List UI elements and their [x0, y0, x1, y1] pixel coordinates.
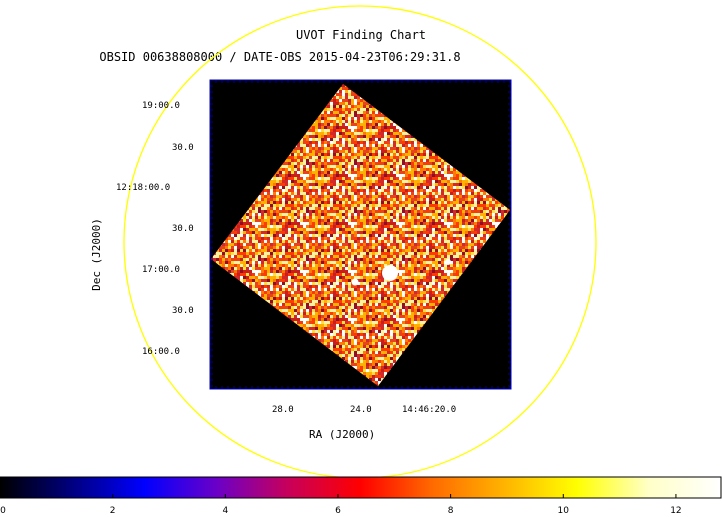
dec-tick: 30.0 [172, 306, 194, 316]
bright-source [382, 265, 398, 281]
ra-tick: 28.0 [272, 405, 294, 415]
frame-ticks [209, 79, 511, 389]
colorbar-tick-label: 8 [447, 506, 454, 516]
dec-tick: 12:18:00.0 [116, 183, 171, 193]
colorbar-tick-label: 12 [670, 506, 682, 516]
colorbar-tick-label: 10 [557, 506, 570, 516]
x-axis-label: RA (J2000) [309, 428, 376, 441]
dec-tick: 17:00.0 [142, 265, 180, 275]
colorbar-tick-label: 2 [109, 506, 116, 516]
bright-source-secondary [351, 278, 359, 286]
chart-subtitle: OBSID 00638808000 / DATE-OBS 2015-04-23T… [99, 50, 461, 64]
bright-source-tertiary [445, 259, 451, 265]
dec-tick: 30.0 [172, 224, 194, 234]
colorbar-tick-label: 6 [335, 506, 341, 516]
colorbar-tick-label: 0 [0, 506, 6, 516]
colorbar-tick-label: 4 [222, 506, 229, 516]
colorbar-ticks [0, 494, 677, 498]
ra-tick: 24.0 [350, 405, 372, 415]
dec-tick: 16:00.0 [142, 347, 180, 357]
exposure-field-noise [211, 84, 510, 386]
y-axis-label: Dec (J2000) [89, 218, 103, 291]
ra-tick: 14:46:20.0 [402, 405, 457, 415]
chart-title: UVOT Finding Chart [295, 28, 427, 42]
dec-tick: 30.0 [172, 143, 194, 153]
colorbar [0, 476, 722, 499]
dec-tick: 19:00.0 [142, 101, 180, 111]
